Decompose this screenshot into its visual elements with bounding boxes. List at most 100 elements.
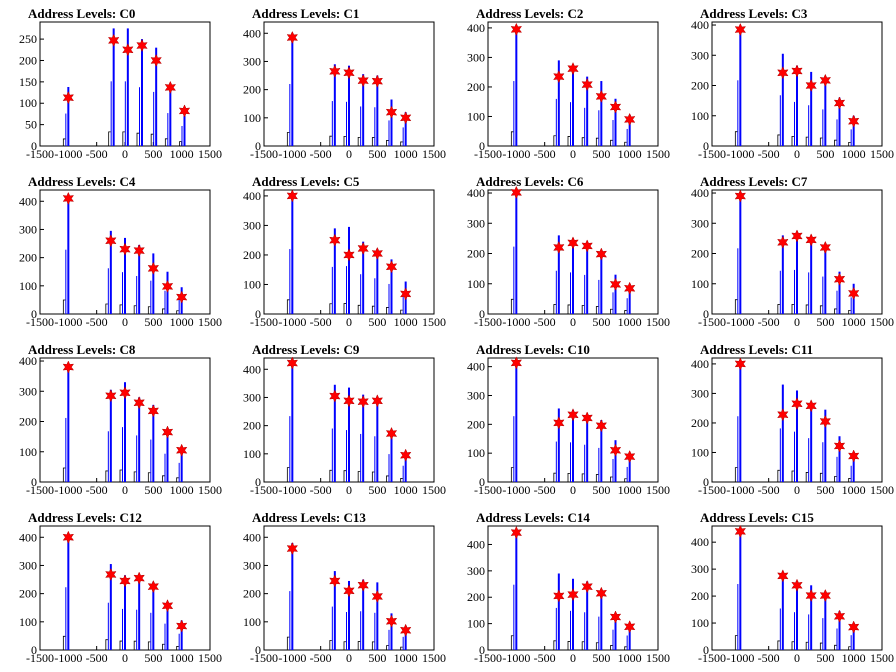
x-tick-label: 500 [592,483,610,497]
peak-lobe [133,640,137,650]
x-tick-label: 1000 [842,147,866,161]
peak-main [614,274,617,314]
x-tick-label: 0 [570,315,576,329]
peak-side [110,81,112,146]
y-tick-label: 0 [31,307,37,321]
peak-main [155,47,158,146]
peak-marker [150,53,162,68]
peak-lobe [136,132,139,146]
peak-bar [133,576,141,650]
x-tick-label: -500 [534,483,556,497]
peak-marker [133,396,145,410]
peak-bar [510,191,518,314]
peak-marker [609,443,622,457]
peak-lobe [567,641,570,650]
peak-main [600,81,603,146]
panel-c3: Address Levels: C3 0 100 200 300 400 -1500 -100… [691,6,894,161]
peak-main [376,75,379,146]
peak-marker [819,414,832,429]
x-tick-label: -1500 [474,483,502,497]
peak-bar [62,197,70,314]
peak-bar [734,26,742,146]
peak-side [584,107,586,146]
peak-bar [176,447,183,482]
peak-main [600,252,603,314]
peak-main [390,431,393,482]
peak-main [628,623,631,650]
x-tick-label: 1500 [198,147,222,161]
peak-lobe [510,131,514,146]
peak-main [376,582,379,650]
panel-title: Address Levels: C2 [476,6,583,21]
y-tick-label: 100 [467,617,485,631]
peak-bar [343,580,350,650]
peak-lobe [286,636,290,650]
y-tick-label: 400 [691,18,709,32]
peak-bar [791,65,798,146]
x-tick-label: 500 [368,147,386,161]
peak-marker [105,234,117,248]
y-tick-label: 400 [243,189,261,203]
y-tick-label: 100 [19,279,37,293]
peak-bar [510,362,518,482]
x-tick-label: 0 [570,147,576,161]
peak-marker [161,599,174,613]
y-tick-label: 400 [467,537,485,551]
peak-side [139,87,140,146]
peak-lobe [848,141,851,146]
peak-bar [595,252,603,314]
peak-bar [581,242,589,314]
peak-lobe [777,134,780,146]
peak-main [614,98,617,146]
peak-lobe [848,478,851,482]
peak-main [124,575,126,650]
peak-marker [385,260,398,274]
peak-side [164,290,166,314]
y-tick-label: 100 [19,615,37,629]
y-tick-label: 300 [19,384,37,398]
peak-bar [553,573,560,650]
x-tick-label: -1000 [502,651,530,665]
peak-bar [371,249,379,314]
y-tick-label: 200 [243,587,261,601]
x-tick-label: 500 [368,483,386,497]
peak-main [838,436,841,482]
peak-bar [834,271,841,314]
x-tick-label: -1000 [278,315,306,329]
peak-lobe [400,478,403,482]
peak-side [374,612,376,650]
peak-bar [286,362,294,483]
peak-lobe [805,641,809,650]
peak-side [331,266,333,314]
x-tick-label: -500 [758,651,780,665]
peak-main [180,447,183,482]
peak-main [183,109,186,146]
peak-bar [834,436,841,482]
peak-lobe [581,305,585,314]
panel-c12: Address Levels: C12 0 100 200 300 400 -1500 -10… [19,510,222,665]
x-tick-label: 1000 [170,483,194,497]
peak-bar [162,602,169,650]
panel-c8: Address Levels: C8 0 100 200 300 400 -1500 -100… [19,342,222,497]
peak-bar [848,623,855,650]
peak-lobe [357,304,361,314]
peak-side [555,270,557,314]
peak-main [781,235,784,314]
peak-side [388,629,390,650]
x-tick-label: -1500 [698,315,726,329]
peak-side [402,636,404,650]
peak-lobe [734,299,738,314]
peak-main [348,580,350,650]
peak-main [333,571,336,650]
x-tick-label: 500 [816,147,834,161]
peak-marker [777,408,789,422]
peak-bar [286,542,294,650]
x-tick-label: -1500 [26,147,54,161]
peak-bar [567,409,574,482]
peak-side [150,612,152,650]
panel-title: Address Levels: C3 [700,6,808,21]
peak-side [331,101,333,146]
peak-marker [175,619,188,633]
peak-lobe [386,140,389,146]
y-tick-label: 400 [243,26,261,40]
